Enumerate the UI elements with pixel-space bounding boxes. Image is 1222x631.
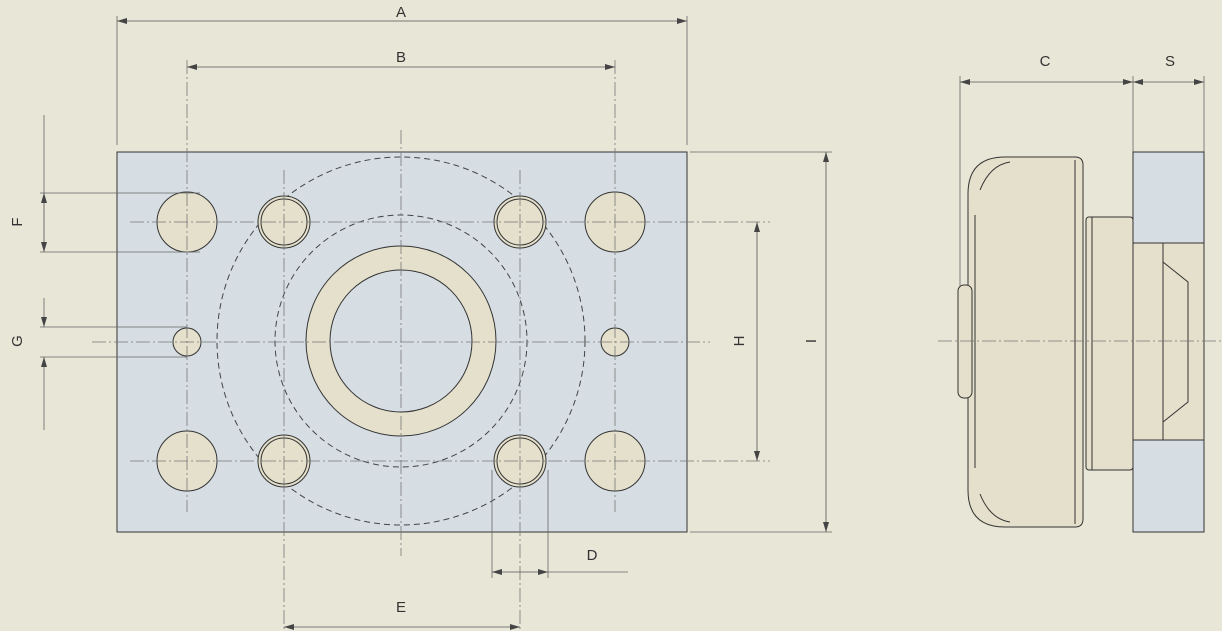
label-d: D <box>587 547 598 564</box>
label-e: E <box>396 599 406 616</box>
side-view <box>938 151 1222 533</box>
center-lines <box>92 60 770 631</box>
label-g: G <box>9 335 26 347</box>
extension-lines <box>40 16 1205 578</box>
label-s: S <box>1165 53 1175 70</box>
bump <box>957 284 973 399</box>
side-bore <box>1132 242 1205 441</box>
label-c: C <box>1040 53 1051 70</box>
front-view <box>92 60 770 631</box>
label-h: H <box>731 336 748 347</box>
label-f: F <box>9 217 26 226</box>
dimension-labels: A B C S D E F G H I <box>9 4 1175 616</box>
label-b: B <box>396 49 406 66</box>
dimension-lines <box>41 18 1204 630</box>
hub <box>1085 216 1134 471</box>
flange-body <box>967 156 1084 528</box>
label-a: A <box>396 4 406 21</box>
label-i: I <box>803 339 820 343</box>
bolt-circle <box>216 156 586 526</box>
